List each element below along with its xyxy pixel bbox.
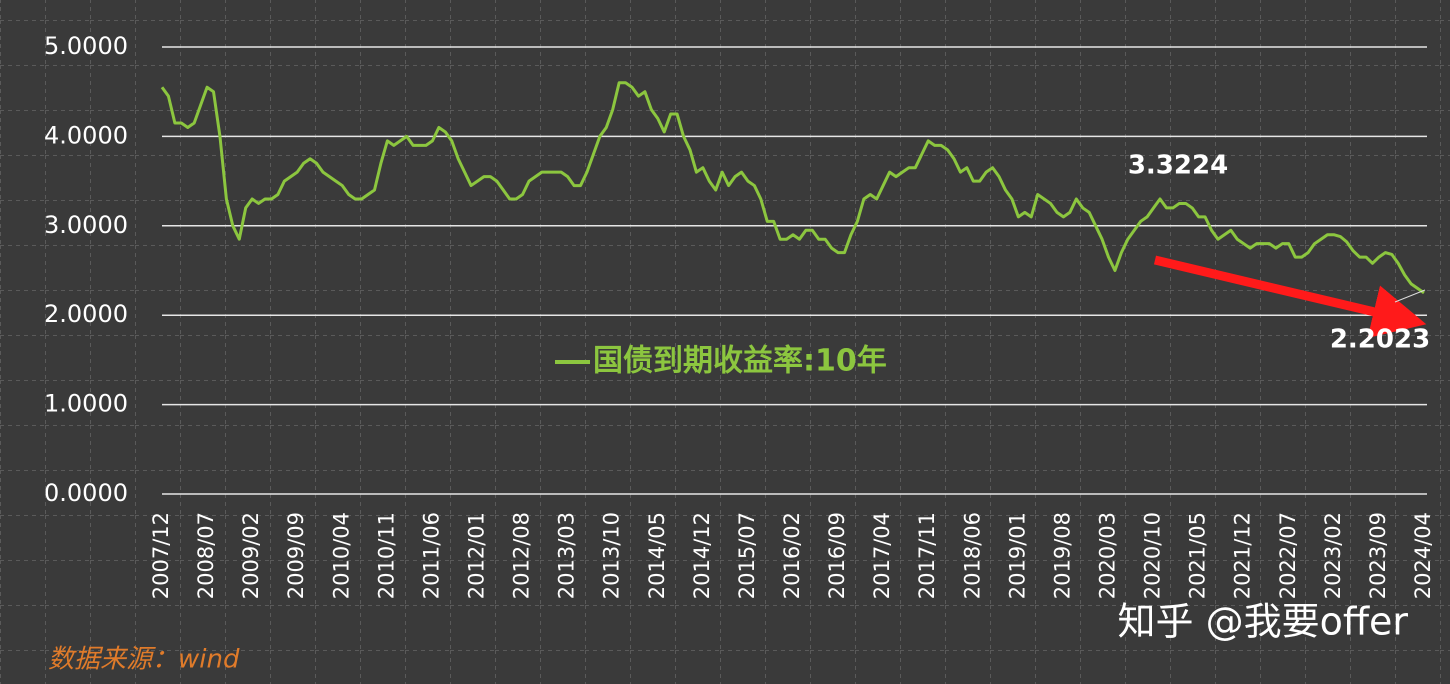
- x-tick-label: 2010/11: [374, 512, 398, 599]
- x-tick-label: 2023/02: [1321, 512, 1345, 599]
- x-tick-label: 2012/01: [465, 512, 489, 599]
- legend-label: 国债到期收益率:10年: [593, 344, 887, 379]
- x-tick-label: 2013/03: [555, 512, 579, 599]
- y-tick-label: 1.0000: [44, 390, 128, 418]
- x-tick-label: 2012/08: [510, 512, 534, 599]
- x-tick-label: 2011/06: [419, 512, 443, 599]
- x-tick-label: 2013/10: [600, 512, 624, 599]
- trend-arrow: [1153, 255, 1427, 339]
- x-tick-label: 2014/05: [645, 512, 669, 599]
- x-tick-label: 2018/06: [960, 512, 984, 599]
- watermark: 知乎 @我要offer: [1117, 600, 1408, 644]
- x-tick-label: 2024/04: [1411, 512, 1435, 599]
- x-tick-label: 2007/12: [149, 512, 173, 599]
- x-tick-label: 2022/07: [1276, 512, 1300, 599]
- x-tick-label: 2020/03: [1096, 512, 1120, 599]
- y-tick-label: 3.0000: [44, 211, 128, 239]
- y-tick-label: 0.0000: [44, 479, 128, 507]
- x-tick-label: 2017/11: [915, 512, 939, 599]
- x-tick-label: 2014/12: [690, 512, 714, 599]
- x-tick-label: 2017/04: [870, 512, 894, 599]
- x-tick-label: 2019/08: [1050, 512, 1074, 599]
- x-tick-label: 2009/02: [239, 512, 263, 599]
- x-tick-label: 2021/12: [1231, 512, 1255, 599]
- annotation: 2.2023: [1330, 325, 1430, 355]
- x-tick-label: 2020/10: [1141, 512, 1165, 599]
- annotation: 3.3224: [1128, 151, 1228, 181]
- y-tick-label: 2.0000: [44, 300, 128, 328]
- x-tick-label: 2016/09: [825, 512, 849, 599]
- y-tick-label: 5.0000: [44, 32, 128, 60]
- source-note: 数据来源：wind: [48, 645, 240, 675]
- x-tick-label: 2009/09: [284, 512, 308, 599]
- x-tick-label: 2015/07: [735, 512, 759, 599]
- x-tick-label: 2016/02: [780, 512, 804, 599]
- x-tick-label: 2019/01: [1005, 512, 1029, 599]
- callout-line: [1394, 289, 1426, 303]
- x-tick-label: 2010/04: [329, 512, 353, 599]
- x-tick-label: 2021/05: [1186, 512, 1210, 599]
- x-tick-label: 2008/07: [194, 512, 218, 599]
- line-series: [160, 81, 1425, 295]
- y-tick-label: 4.0000: [44, 121, 128, 149]
- x-tick-label: 2023/09: [1366, 512, 1390, 599]
